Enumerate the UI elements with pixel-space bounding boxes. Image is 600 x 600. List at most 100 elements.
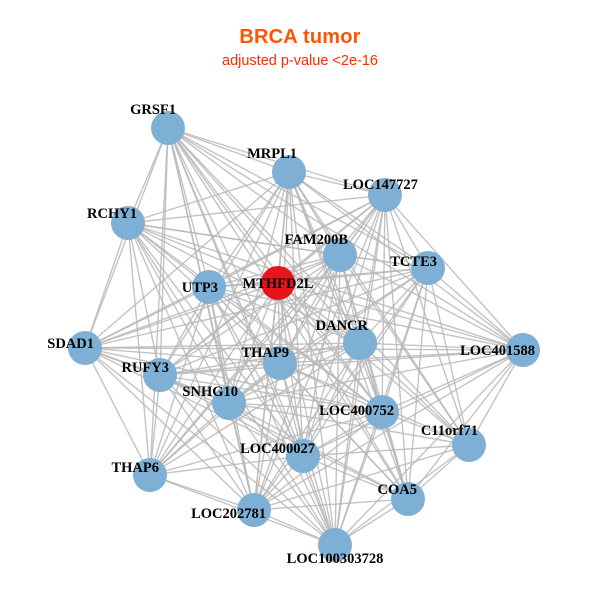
graph-node-rufy3[interactable] [143, 358, 177, 392]
graph-node-loc147727[interactable] [368, 178, 402, 212]
graph-edge [149, 362, 281, 476]
graph-node-sdad1[interactable] [68, 331, 102, 365]
graph-edge [381, 194, 386, 413]
graph-edge [468, 349, 524, 446]
graph-edge [159, 342, 361, 376]
graph-node-mrpl1[interactable] [272, 155, 306, 189]
graph-edge [228, 171, 290, 404]
node-layer [68, 111, 540, 562]
graph-edge [228, 267, 429, 404]
graph-node-label-tcte3: TCTE3 [390, 254, 437, 270]
graph-node-mthfd2l[interactable] [261, 266, 295, 300]
graph-node-label-thap9: THAP9 [241, 345, 289, 361]
graph-edge [149, 286, 210, 476]
graph-edge [359, 342, 524, 351]
graph-edge [127, 222, 161, 376]
graph-edge [159, 282, 279, 376]
graph-edge [159, 374, 383, 413]
graph-edge [208, 286, 361, 344]
graph-node-loc100303728[interactable] [318, 528, 352, 562]
graph-edge [208, 171, 290, 288]
graph-edge [167, 127, 279, 284]
graph-edge [84, 286, 210, 349]
graph-edge [427, 267, 524, 351]
graph-node-loc401588[interactable] [506, 333, 540, 367]
graph-edge [127, 222, 151, 476]
graph-node-rchy1[interactable] [111, 206, 145, 240]
graph-edge [253, 444, 470, 511]
graph-edge [339, 254, 524, 351]
graph-node-label-rchy1: RCHY1 [87, 206, 137, 222]
graph-node-label-loc147727: LOC147727 [343, 177, 418, 193]
graph-edge [277, 282, 336, 546]
graph-edge [149, 171, 290, 476]
graph-node-label-coa5: COA5 [378, 482, 417, 498]
graph-edge [208, 267, 429, 288]
graph-node-label-fam200b: FAM200B [285, 232, 349, 248]
chart-subtitle: adjusted p-value <2e-16 [222, 53, 378, 69]
graph-edge [159, 374, 336, 546]
graph-node-label-dancr: DANCR [316, 318, 369, 334]
graph-edge [149, 402, 230, 476]
graph-edge [288, 171, 336, 546]
graph-node-label-loc400752: LOC400752 [319, 403, 394, 419]
graph-edge [159, 374, 409, 500]
graph-edge [384, 194, 470, 446]
graph-edge [84, 194, 386, 349]
graph-edge [302, 455, 409, 500]
graph-edge [228, 282, 279, 404]
graph-node-label-utp3: UTP3 [182, 280, 218, 296]
edge-layer [84, 127, 524, 546]
graph-edge [279, 362, 383, 413]
graph-edge [277, 282, 470, 446]
graph-edge [84, 342, 361, 349]
graph-edge [84, 171, 290, 349]
graph-node-tcte3[interactable] [411, 251, 445, 285]
graph-node-grsf1[interactable] [151, 111, 185, 145]
node-label-layer: GRSF1 MRPL1 LOC147727 RCHY1 FAM200B TCTE3 MTHF… [47, 102, 535, 567]
graph-node-utp3[interactable] [192, 270, 226, 304]
graph-node-label-grsf1: GRSF1 [130, 102, 176, 118]
graph-edge [288, 171, 383, 413]
graph-node-loc400752[interactable] [365, 395, 399, 429]
graph-edge [228, 402, 470, 446]
graph-node-fam200b[interactable] [323, 238, 357, 272]
graph-edge [334, 342, 361, 546]
graph-edge [127, 171, 290, 224]
graph-edge [149, 282, 279, 476]
graph-edge [159, 349, 524, 376]
graph-node-snhg10[interactable] [212, 386, 246, 420]
graph-node-loc202781[interactable] [237, 493, 271, 527]
graph-node-thap6[interactable] [133, 458, 167, 492]
graph-edge [149, 411, 383, 476]
graph-edge [253, 362, 281, 511]
graph-edge [228, 402, 383, 413]
graph-edge [228, 342, 361, 404]
graph-node-thap9[interactable] [263, 346, 297, 380]
graph-edge [277, 282, 524, 351]
graph-edge [427, 267, 470, 446]
graph-edge [302, 444, 470, 457]
graph-node-label-loc100303728: LOC100303728 [287, 551, 384, 567]
graph-node-loc400027[interactable] [286, 439, 320, 473]
graph-edge [84, 267, 429, 349]
graph-edge [159, 254, 341, 376]
graph-edge [167, 127, 210, 288]
graph-node-dancr[interactable] [343, 326, 377, 360]
graph-edge [149, 455, 304, 476]
graph-edge [208, 286, 336, 546]
graph-edge [167, 127, 409, 500]
graph-node-coa5[interactable] [391, 482, 425, 516]
graph-edge [84, 347, 383, 413]
graph-node-c11orf71[interactable] [452, 428, 486, 462]
graph-edge [253, 349, 524, 511]
graph-edge [149, 127, 169, 476]
graph-edge [84, 347, 151, 476]
graph-node-label-loc401588: LOC401588 [460, 343, 535, 359]
graph-node-label-mthfd2l: MTHFD2L [243, 276, 314, 292]
graph-node-label-loc202781: LOC202781 [191, 506, 266, 522]
graph-edge [167, 127, 290, 173]
graph-edge [228, 402, 336, 546]
graph-edge [127, 222, 336, 546]
